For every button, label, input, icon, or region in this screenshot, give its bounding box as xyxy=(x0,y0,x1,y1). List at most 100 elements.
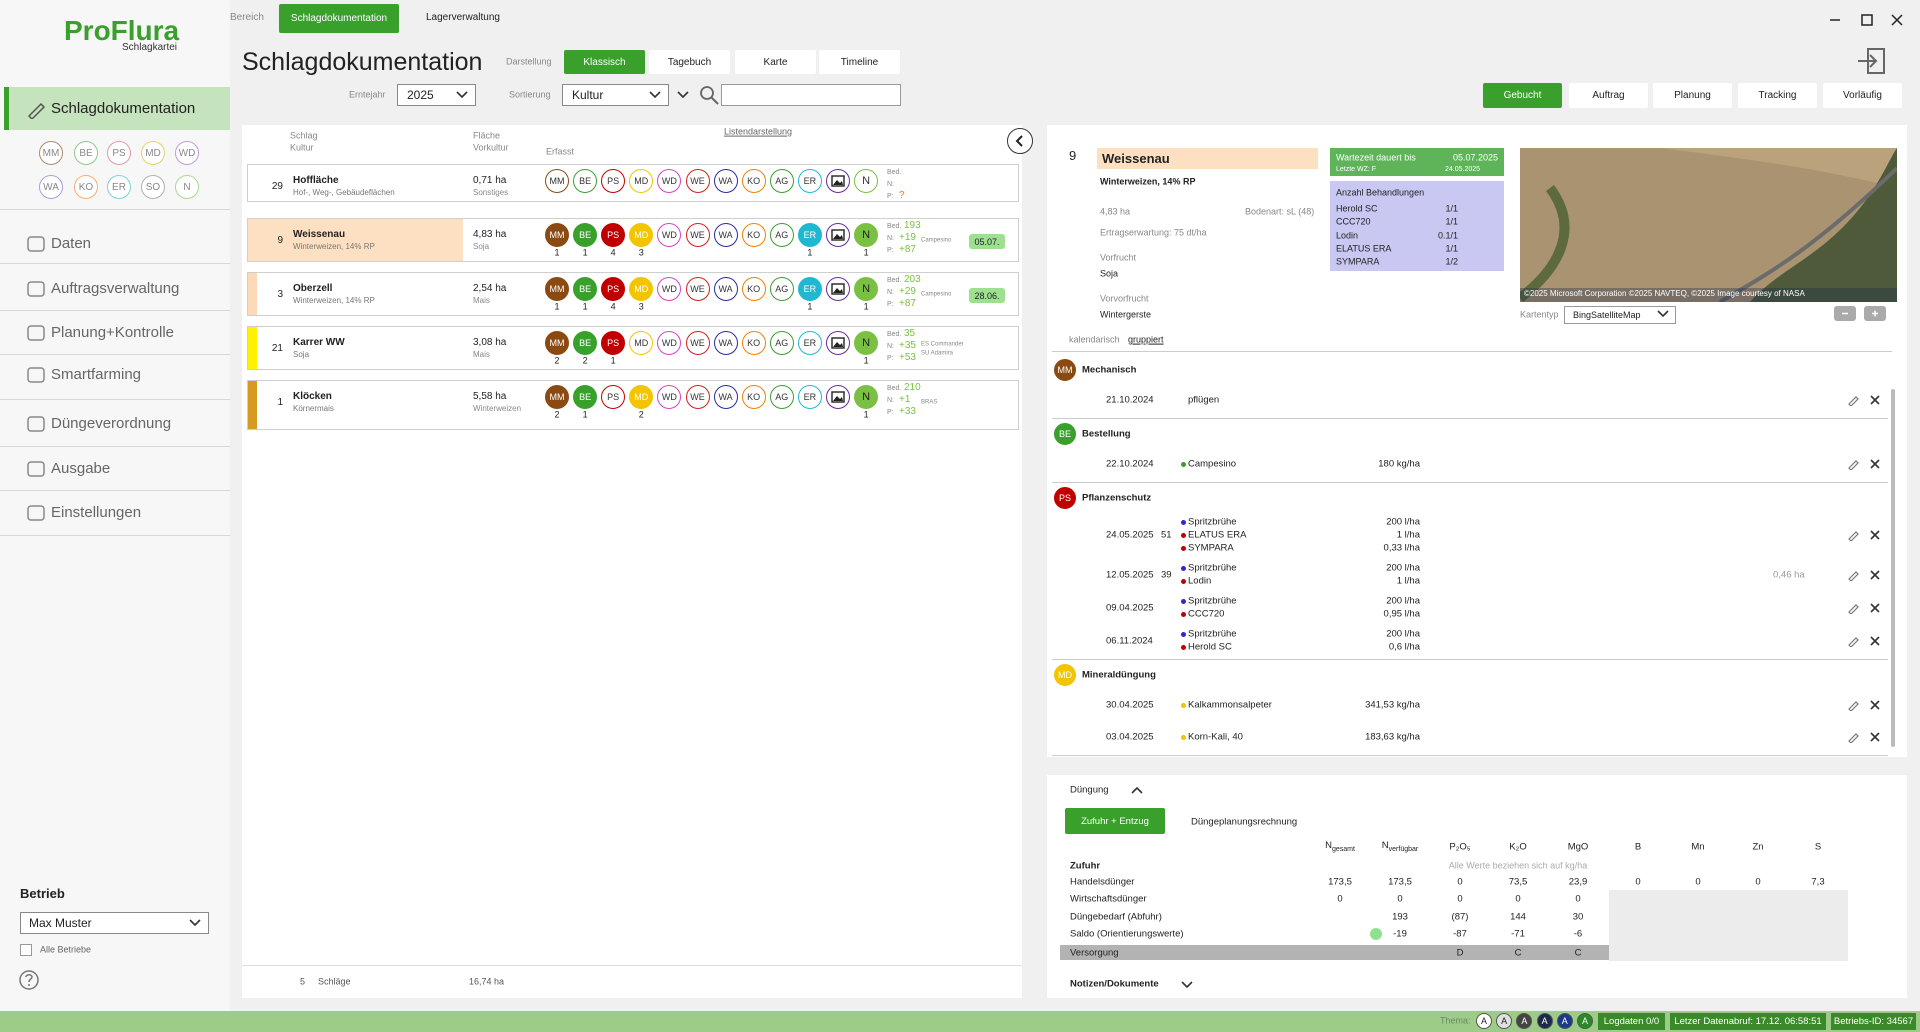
status-tab[interactable]: Vorläufig xyxy=(1823,83,1902,108)
status-tab[interactable]: Tracking xyxy=(1738,83,1817,108)
zoom-glyphs[interactable] xyxy=(1834,306,1886,321)
collapse-button[interactable] xyxy=(1007,128,1033,154)
filter-chip[interactable]: N xyxy=(175,175,199,199)
help-icon-part[interactable] xyxy=(28,984,30,986)
edit-icon[interactable] xyxy=(1847,529,1859,541)
sortierung-select[interactable]: Kultur xyxy=(562,84,669,106)
search-icon-part[interactable] xyxy=(710,96,719,105)
delete-icon-part[interactable] xyxy=(1870,700,1880,710)
delete-icon[interactable] xyxy=(1869,602,1881,614)
filter-chip[interactable]: WA xyxy=(39,175,63,199)
betrieb-select[interactable]: Max Muster xyxy=(20,912,209,934)
status-tab[interactable]: Planung xyxy=(1653,83,1732,108)
edit-icon[interactable] xyxy=(1847,635,1859,647)
search-input[interactable] xyxy=(721,84,901,106)
erntejahr-select[interactable]: 2025 xyxy=(397,84,476,106)
alle-checkbox[interactable] xyxy=(20,944,32,956)
edit-icon-part[interactable] xyxy=(1848,396,1859,406)
duengung-tab[interactable]: Düngeplanungsrechnung xyxy=(1191,816,1298,828)
search-icon[interactable] xyxy=(698,84,720,106)
edit-icon-part[interactable] xyxy=(1848,460,1859,470)
edit-icon-part[interactable] xyxy=(1848,701,1859,711)
filter-chip[interactable]: ER xyxy=(107,175,131,199)
edit-icon-part[interactable] xyxy=(1848,603,1859,614)
list-mode-link[interactable]: Listendarstellung xyxy=(723,126,793,137)
theme-button[interactable]: A xyxy=(1577,1013,1593,1029)
filter-chip[interactable]: MD xyxy=(141,141,165,165)
delete-icon[interactable] xyxy=(1869,529,1881,541)
duengung-tab-active[interactable]: Zufuhr + Entzug xyxy=(1065,808,1165,834)
filter-chip[interactable]: MM xyxy=(39,141,63,165)
theme-button[interactable]: A xyxy=(1496,1013,1513,1029)
search-icon-part[interactable] xyxy=(700,86,714,100)
close-icon[interactable] xyxy=(1891,14,1903,26)
delete-icon[interactable] xyxy=(1869,635,1881,647)
edit-icon-part[interactable] xyxy=(1848,733,1859,743)
delete-icon[interactable] xyxy=(1869,569,1881,581)
edit-icon[interactable] xyxy=(1847,731,1859,743)
logdaten[interactable]: Logdaten 0/0 xyxy=(1598,1013,1665,1030)
delete-icon[interactable] xyxy=(1869,394,1881,406)
collapse-chevron-part[interactable] xyxy=(1015,135,1023,147)
help-icon[interactable] xyxy=(18,969,40,991)
status-tab[interactable]: Gebucht xyxy=(1483,83,1562,108)
edit-icon[interactable] xyxy=(1847,699,1859,711)
top-tab-active[interactable]: Schlagdokumentation xyxy=(279,4,399,33)
row-flaeche: 0,71 ha xyxy=(473,175,507,186)
theme-button[interactable]: A xyxy=(1536,1013,1553,1029)
delete-icon-part[interactable] xyxy=(1870,395,1880,405)
window-controls[interactable] xyxy=(1826,8,1916,32)
delete-icon-part[interactable] xyxy=(1870,459,1880,469)
filter-chip[interactable]: SO xyxy=(141,175,165,199)
duengung-toggle[interactable] xyxy=(1130,785,1144,795)
collapse-chevron[interactable] xyxy=(1013,134,1027,148)
delete-icon[interactable] xyxy=(1869,458,1881,470)
delete-icon-part[interactable] xyxy=(1870,530,1880,540)
edit-icon-part[interactable] xyxy=(1848,570,1859,581)
filter-chip[interactable]: WD xyxy=(175,141,199,165)
sort-direction[interactable] xyxy=(676,90,690,100)
filter-chip[interactable]: KO xyxy=(74,175,98,199)
edit-icon[interactable] xyxy=(1847,394,1859,406)
zoom-glyphs-part[interactable] xyxy=(1872,310,1878,317)
kartentyp-select[interactable]: BingSatelliteMap xyxy=(1564,306,1676,324)
nav-item[interactable]: Ausgabe xyxy=(51,460,111,477)
theme-button[interactable]: A xyxy=(1556,1013,1573,1029)
export-icon[interactable] xyxy=(1856,47,1886,75)
theme-button[interactable]: A xyxy=(1516,1013,1533,1029)
nav-item[interactable]: Smartfarming xyxy=(51,366,142,383)
mode-link[interactable]: gruppiert xyxy=(1128,334,1164,345)
notes-toggle[interactable] xyxy=(1180,980,1194,990)
status-tab[interactable]: Auftrag xyxy=(1569,83,1648,108)
help-icon-part[interactable] xyxy=(19,970,39,990)
nav-item[interactable]: Einstellungen xyxy=(51,504,142,521)
filter-chip[interactable]: BE xyxy=(74,141,98,165)
export-arrow[interactable] xyxy=(1858,54,1878,68)
help-icon-part[interactable] xyxy=(25,974,33,983)
theme-button[interactable]: A xyxy=(1476,1013,1492,1029)
edit-icon-part[interactable] xyxy=(1848,531,1859,541)
top-tab[interactable]: Lagerverwaltung xyxy=(426,12,500,23)
duengung-toggle-part xyxy=(1131,786,1143,794)
nav-item[interactable]: Düngeverordnung xyxy=(51,415,172,432)
edit-icon[interactable] xyxy=(1847,602,1859,614)
delete-icon-part[interactable] xyxy=(1870,569,1880,580)
filter-chip[interactable]: PS xyxy=(107,141,131,165)
nav-item[interactable]: Auftragsverwaltung xyxy=(51,280,180,297)
view-button[interactable]: Timeline xyxy=(819,50,900,74)
maximize-icon[interactable] xyxy=(1861,14,1873,26)
view-button[interactable]: Karte xyxy=(735,50,816,74)
nav-item[interactable]: Daten xyxy=(51,235,92,252)
edit-icon-part[interactable] xyxy=(1848,636,1859,647)
top-tab[interactable]: Bereich xyxy=(230,12,264,23)
view-button[interactable]: Tagebuch xyxy=(649,50,730,74)
edit-icon[interactable] xyxy=(1847,458,1859,470)
delete-icon-part[interactable] xyxy=(1870,732,1880,742)
delete-icon-part[interactable] xyxy=(1870,602,1880,613)
delete-icon[interactable] xyxy=(1869,699,1881,711)
view-button[interactable]: Klassisch xyxy=(564,50,645,74)
delete-icon[interactable] xyxy=(1869,731,1881,743)
delete-icon-part[interactable] xyxy=(1870,635,1880,646)
nav-item[interactable]: Planung+Kontrolle xyxy=(51,324,175,341)
edit-icon[interactable] xyxy=(1847,569,1859,581)
